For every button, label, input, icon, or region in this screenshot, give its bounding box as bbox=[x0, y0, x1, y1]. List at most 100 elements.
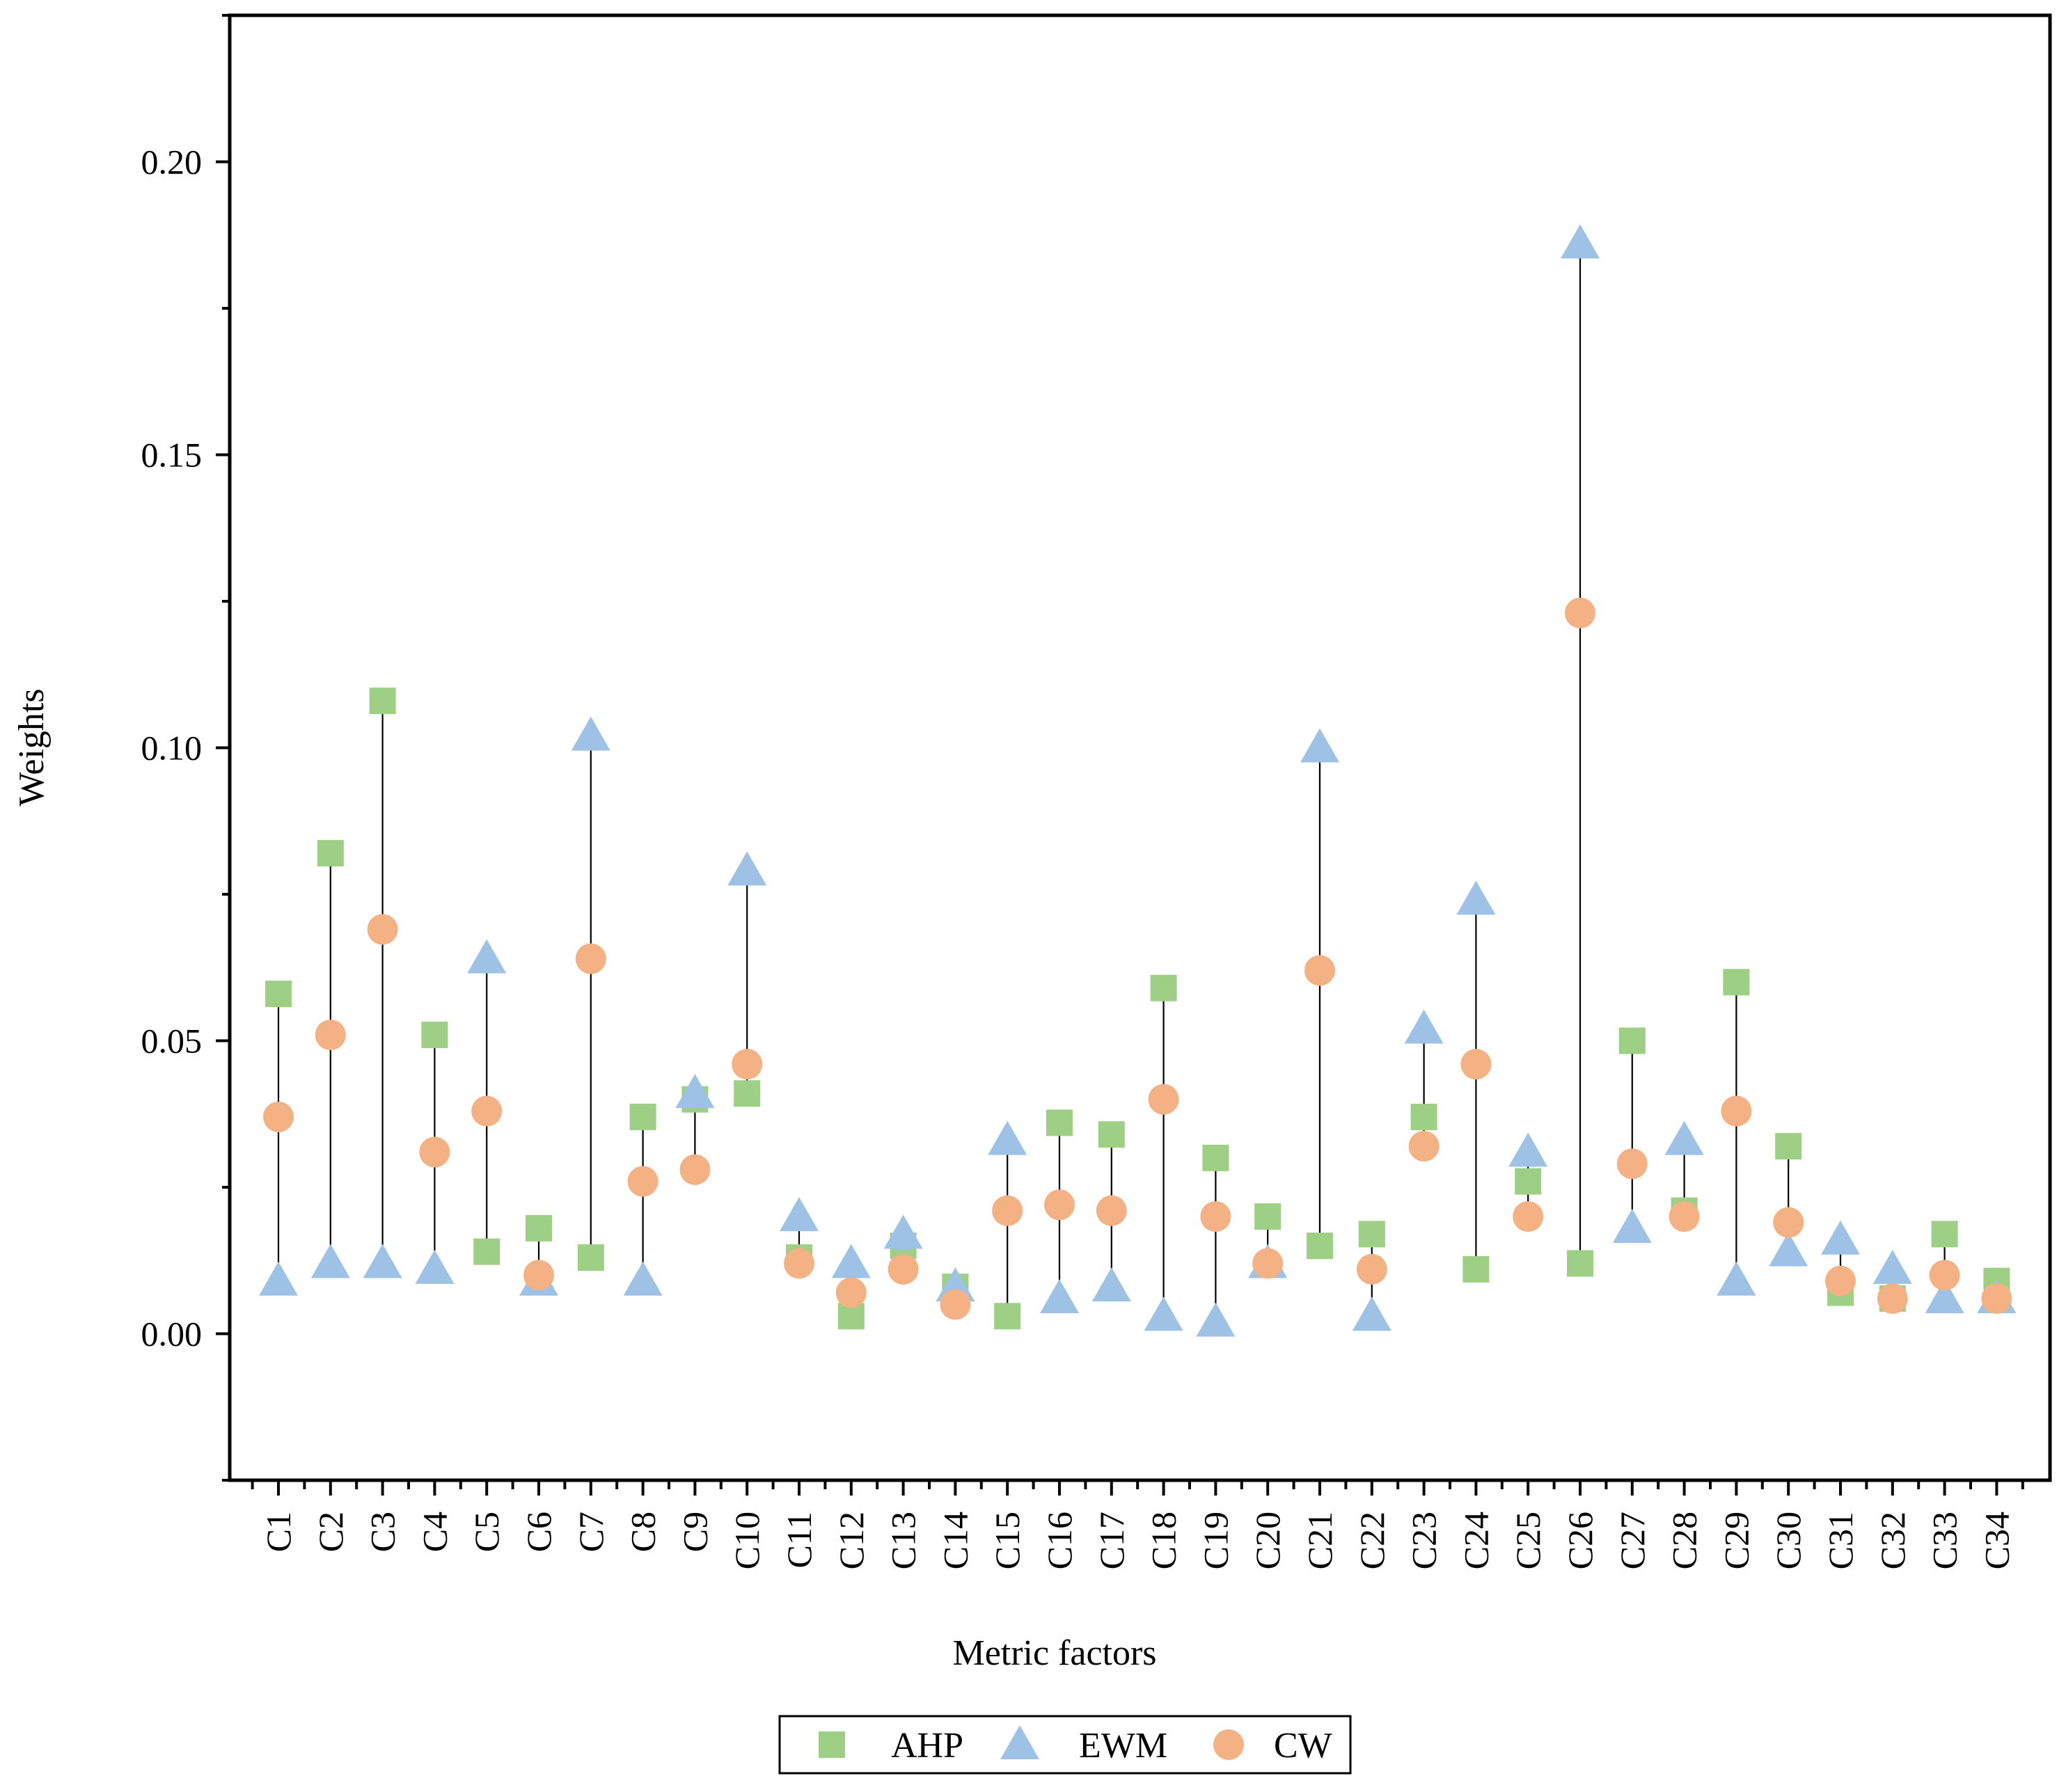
cw-point bbox=[679, 1154, 711, 1185]
x-tick-label: C11 bbox=[780, 1512, 819, 1569]
ewm-point bbox=[259, 1261, 298, 1296]
cw-point bbox=[1096, 1195, 1127, 1226]
ahp-point bbox=[473, 1238, 500, 1265]
x-tick-label: C33 bbox=[1925, 1512, 1964, 1569]
ewm-point bbox=[1196, 1302, 1236, 1337]
cw-point bbox=[1721, 1095, 1752, 1127]
ewm-point bbox=[1821, 1220, 1860, 1255]
ewm-point bbox=[1404, 1009, 1444, 1044]
cw-point bbox=[888, 1253, 919, 1285]
x-axis: C1 C2 C3 C4 C5 C6 C7 C8 C9 C10 C11 C12 C13 C14 C15 C16 C… bbox=[251, 1480, 2024, 1569]
x-tick-label: C25 bbox=[1508, 1512, 1547, 1569]
ewm-point bbox=[1664, 1120, 1704, 1155]
ewm-point bbox=[363, 1244, 402, 1278]
ewm-point bbox=[415, 1249, 455, 1284]
cw-point bbox=[523, 1260, 554, 1291]
legend-box bbox=[778, 1715, 1352, 1775]
ewm-point bbox=[1769, 1232, 1808, 1267]
cw-point bbox=[1929, 1260, 1960, 1291]
cw-point bbox=[1616, 1148, 1648, 1180]
ahp-point bbox=[1150, 974, 1177, 1001]
x-tick-label: C5 bbox=[467, 1512, 506, 1552]
ewm-point bbox=[310, 1244, 350, 1278]
x-tick-label: C16 bbox=[1040, 1512, 1079, 1569]
cw-point bbox=[1200, 1201, 1231, 1232]
x-tick-label: C14 bbox=[936, 1512, 975, 1569]
x-tick-label: C18 bbox=[1144, 1512, 1183, 1569]
x-tick-label: C23 bbox=[1405, 1512, 1444, 1569]
y-tick-label: 0.00 bbox=[141, 1315, 203, 1354]
ahp-point bbox=[994, 1303, 1021, 1330]
ewm-point bbox=[1717, 1261, 1756, 1296]
ahp-point bbox=[317, 840, 344, 867]
cw-point bbox=[1044, 1189, 1075, 1221]
ewm-point bbox=[1300, 728, 1339, 763]
x-tick-label: C8 bbox=[624, 1512, 663, 1552]
x-tick-label: C30 bbox=[1769, 1512, 1808, 1569]
x-tick-label: C19 bbox=[1196, 1512, 1235, 1569]
ewm-point bbox=[988, 1120, 1027, 1155]
ewm-point bbox=[571, 716, 610, 751]
ewm-point bbox=[727, 851, 767, 886]
data-marks bbox=[259, 224, 2017, 1337]
ewm-point bbox=[1872, 1249, 1912, 1284]
x-tick-label: C31 bbox=[1821, 1512, 1860, 1569]
ahp-point bbox=[1358, 1221, 1385, 1248]
cw-point bbox=[1981, 1283, 2012, 1314]
cw-point bbox=[263, 1101, 294, 1132]
cw-legend-label: CW bbox=[1274, 1726, 1332, 1766]
cw-point bbox=[1252, 1248, 1284, 1279]
x-tick-label: C12 bbox=[832, 1512, 871, 1569]
ahp-point bbox=[1515, 1168, 1542, 1195]
x-tick-label: C24 bbox=[1456, 1512, 1495, 1569]
cw-point bbox=[992, 1195, 1023, 1226]
cw-point bbox=[1356, 1253, 1387, 1285]
ahp-point bbox=[1723, 969, 1750, 996]
cw-point bbox=[315, 1020, 346, 1051]
ahp-point bbox=[734, 1080, 761, 1107]
ewm-point bbox=[675, 1074, 715, 1109]
cw-point bbox=[419, 1136, 450, 1168]
cw-point bbox=[575, 943, 606, 974]
x-tick-label: C32 bbox=[1873, 1512, 1912, 1569]
x-tick-label: C10 bbox=[727, 1512, 766, 1569]
ahp-point bbox=[1567, 1250, 1593, 1277]
legend: AHP EWM CW bbox=[778, 1715, 1352, 1775]
y-axis: 0.00 0.05 0.10 0.15 0.20 bbox=[141, 14, 230, 1482]
ahp-point bbox=[421, 1022, 448, 1049]
x-tick-label: C34 bbox=[1977, 1512, 2016, 1569]
cw-point bbox=[732, 1049, 763, 1080]
ewm-point bbox=[1040, 1278, 1079, 1313]
ahp-point bbox=[1410, 1103, 1437, 1130]
ahp-point bbox=[1254, 1203, 1282, 1230]
x-tick-label: C4 bbox=[415, 1512, 454, 1552]
ewm-point bbox=[883, 1214, 923, 1249]
ewm-point bbox=[1925, 1278, 1964, 1313]
ewm-point bbox=[623, 1261, 663, 1296]
cw-point bbox=[1565, 597, 1595, 628]
x-tick-label: C20 bbox=[1248, 1512, 1287, 1569]
cw-point bbox=[1148, 1084, 1179, 1115]
x-tick-label: C2 bbox=[311, 1512, 350, 1552]
ahp-legend-marker bbox=[819, 1731, 845, 1758]
cw-point bbox=[1669, 1201, 1700, 1232]
y-axis-label: Weights bbox=[12, 688, 52, 806]
x-axis-label: Metric factors bbox=[952, 1633, 1156, 1673]
ewm-legend-marker bbox=[1000, 1725, 1039, 1759]
ahp-point bbox=[526, 1214, 552, 1242]
cw-point bbox=[367, 914, 398, 945]
y-tick-label: 0.20 bbox=[141, 143, 203, 182]
x-tick-label: C22 bbox=[1353, 1512, 1391, 1569]
x-tick-label: C26 bbox=[1561, 1512, 1600, 1569]
y-tick-label: 0.15 bbox=[141, 436, 203, 475]
ahp-legend-label: AHP bbox=[891, 1726, 963, 1766]
x-tick-label: C21 bbox=[1300, 1512, 1339, 1569]
x-tick-label: C1 bbox=[259, 1512, 298, 1552]
ahp-point bbox=[1202, 1144, 1229, 1171]
cw-point bbox=[1825, 1265, 1856, 1297]
x-tick-label: C17 bbox=[1092, 1512, 1131, 1569]
cw-legend-marker bbox=[1213, 1729, 1244, 1760]
cw-point bbox=[940, 1289, 971, 1320]
